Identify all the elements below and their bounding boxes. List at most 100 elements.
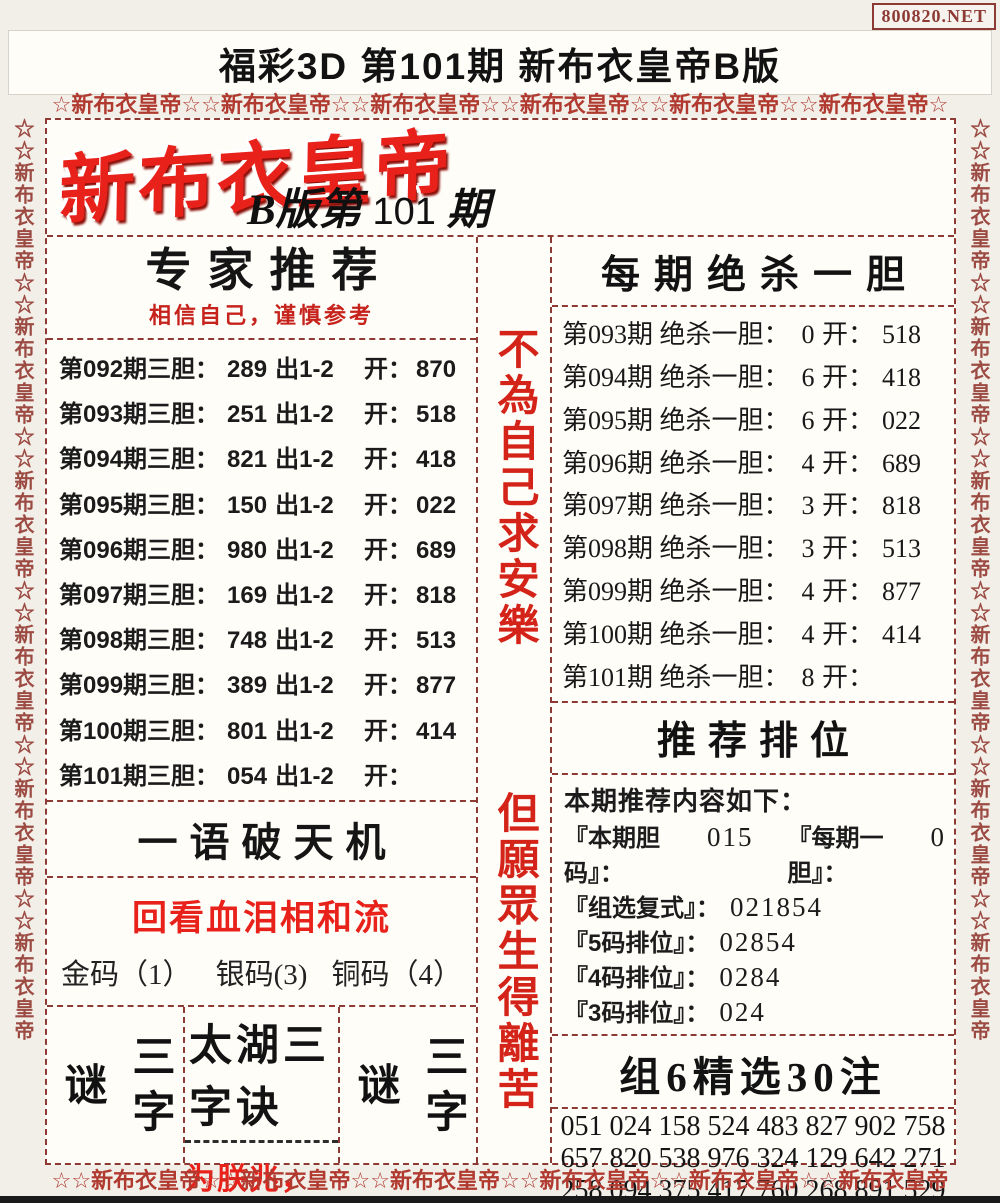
expert-row-open-label: 开： (364, 401, 412, 429)
content-frame: 新布衣皇帝 B版第 101 期 专家推荐 相信自己，谨慎参考 第092期三胆： 2… (45, 118, 956, 1203)
expert-row-period: 第095期三胆： (59, 491, 220, 519)
jusha-row-open-label: 开： (821, 620, 874, 650)
paiwei-line: 『3码排位』： 024 (564, 993, 946, 1028)
jusha-row-open-label: 开： (821, 491, 874, 521)
paiwei-item-value: 015 (707, 822, 754, 852)
jusha-row: 第095期 绝杀一胆： 6 开： 022 (562, 400, 938, 437)
expert-row-open-label: 开： (364, 582, 412, 610)
expert-row-open-label: 开： (364, 536, 412, 564)
motto-column: 不為自己求安樂 但願眾生得離苦 (478, 237, 552, 1163)
paiwei-intro: 本期推荐内容如下： (564, 786, 808, 816)
jusha-row-open-label: 开： (821, 534, 874, 564)
paiwei-item-value: 02854 (719, 927, 797, 957)
motto-bottom: 但願眾生得離苦 (491, 791, 537, 1113)
tianji-codes-list: 金码（1） 银码(3) 铜码（4） (47, 943, 476, 1005)
jusha-row-kill: 8 (801, 662, 815, 692)
expert-row: 第092期三胆： 289 出1-2 开： 870 (59, 349, 470, 384)
jusha-row: 第094期 绝杀一胆： 6 开： 418 (562, 357, 938, 394)
jusha-row-period: 第099期 绝杀一胆： (562, 577, 790, 607)
jusha-row-kill: 3 (801, 491, 815, 521)
expert-row-period: 第098期三胆： (59, 627, 220, 655)
jusha-row: 第098期 绝杀一胆： 3 开： 513 (562, 528, 938, 565)
tianji-title: 一语破天机 (47, 800, 476, 876)
decorative-border-bottom: ☆☆新布衣皇帝☆☆新布衣皇帝☆☆新布衣皇帝☆☆新布衣皇帝☆☆新布衣皇帝☆☆新布衣… (51, 1168, 949, 1193)
jusha-row-period: 第097期 绝杀一胆： (562, 491, 790, 521)
expert-row-out: 出1-2 (275, 491, 334, 519)
paiwei-item-value: 024 (719, 997, 766, 1027)
expert-panel: 专家推荐 相信自己，谨慎参考 第092期三胆： 289 出1-2 开： 870 第093期… (47, 237, 478, 1196)
jusha-row-result: 022 (882, 405, 921, 435)
expert-row-period: 第100期三胆： (59, 717, 220, 745)
expert-row-result: 818 (416, 582, 457, 610)
sanzimi-panel: 三字谜 太湖三字诀 为朕兆，滓质物， 白云扫，有子期。 三字谜 (47, 1005, 476, 1196)
paiwei-item-label: 『每期一胆』： (787, 825, 884, 887)
expert-row-pick: 801 (227, 717, 268, 745)
jusha-row-period: 第101期 绝杀一胆： (562, 662, 790, 692)
expert-row-period: 第093期三胆： (59, 401, 220, 429)
decorative-border-right: ☆☆新布衣皇帝☆☆新布衣皇帝☆☆新布衣皇帝☆☆新布衣皇帝☆☆新布衣皇帝☆☆新布衣… (967, 118, 989, 1042)
expert-row-result: 513 (416, 627, 457, 655)
decorative-border-top: ☆新布衣皇帝☆☆新布衣皇帝☆☆新布衣皇帝☆☆新布衣皇帝☆☆新布衣皇帝☆☆新布衣皇… (51, 92, 949, 117)
expert-row-result: 414 (416, 717, 457, 745)
expert-row-out: 出1-2 (275, 717, 334, 745)
paiwei-item-value: 0284 (719, 962, 782, 992)
expert-row-open-label: 开： (364, 717, 412, 745)
expert-row-result: 870 (416, 356, 457, 384)
expert-row-result: 022 (416, 491, 457, 519)
jusha-row-period: 第095期 绝杀一胆： (562, 405, 790, 435)
expert-row-pick: 980 (227, 536, 268, 564)
jusha-row-kill: 0 (801, 319, 815, 349)
jusha-row-result: 877 (882, 577, 921, 607)
expert-row-period: 第099期三胆： (59, 672, 220, 700)
jusha-row-period: 第098期 绝杀一胆： (562, 534, 790, 564)
motto-top: 不為自己求安樂 (491, 327, 537, 649)
jusha-row-period: 第094期 绝杀一胆： (562, 362, 790, 392)
expert-row-period: 第097期三胆： (59, 582, 220, 610)
expert-row: 第099期三胆： 389 出1-2 开： 877 (59, 665, 470, 700)
jusha-row: 第100期 绝杀一胆： 4 开： 414 (562, 614, 938, 651)
expert-row-pick: 150 (227, 491, 268, 519)
expert-row-period: 第101期三胆： (59, 762, 220, 790)
jusha-row-open-label: 开： (821, 319, 874, 349)
expert-row-pick: 054 (227, 762, 268, 790)
expert-row-pick: 821 (227, 446, 268, 474)
tianji-code: 金码（1） (61, 959, 192, 991)
sanzimi-left-label: 三字谜 (47, 1007, 185, 1163)
jusha-panel-title: 每期绝杀一胆 (552, 237, 954, 307)
zu6-number-row: 051 024 158 524 483 827 902 758 (560, 1111, 946, 1142)
jusha-row-result: 513 (882, 534, 921, 564)
jusha-row-open-label: 开： (821, 362, 874, 392)
jusha-row-open-label: 开： (821, 405, 874, 435)
jusha-row-open-label: 开： (821, 577, 874, 607)
jusha-row-period: 第096期 绝杀一胆： (562, 448, 790, 478)
issue-number: 101 (372, 191, 436, 233)
paiwei-item-label: 『4码排位』： (564, 965, 710, 992)
jusha-rows-list: 第093期 绝杀一胆： 0 开： 518 第094期 绝杀一胆： 6 开： 418 第095期 … (552, 307, 954, 701)
expert-row-open-label: 开： (364, 672, 412, 700)
expert-row-period: 第092期三胆： (59, 356, 220, 384)
header-title-box: 福彩3D 第101期 新布衣皇帝B版 (8, 30, 992, 95)
expert-row-pick: 251 (227, 401, 268, 429)
edition-issue-label: B版第 101 期 (247, 175, 490, 237)
paiwei-line: 『组选复式』： 021854 (564, 888, 946, 923)
sanzimi-line-1: 为朕兆，滓质物， (185, 1163, 313, 1196)
jusha-row-kill: 6 (801, 405, 815, 435)
expert-row-open-label: 开： (364, 762, 412, 790)
jusha-row-open-label: 开： (821, 448, 874, 478)
expert-row-out: 出1-2 (275, 536, 334, 564)
paiwei-item-label: 『3码排位』： (564, 1000, 710, 1027)
jusha-row-kill: 4 (801, 620, 815, 650)
page-title: 福彩3D 第101期 新布衣皇帝B版 (218, 45, 782, 87)
brand-banner: 新布衣皇帝 B版第 101 期 (47, 120, 954, 237)
edition-prefix: B版第 (247, 187, 362, 234)
paiwei-body: 本期推荐内容如下： 『本期胆码』： 015 『每期一胆』： 0 『组选复式』： 02185… (552, 775, 954, 1034)
expert-row: 第095期三胆： 150 出1-2 开： 022 (59, 485, 470, 520)
expert-row: 第093期三胆： 251 出1-2 开： 518 (59, 394, 470, 429)
right-panel: 每期绝杀一胆 第093期 绝杀一胆： 0 开： 518 第094期 绝杀一胆： 6 开： 41… (552, 237, 954, 1203)
tianji-code: 铜码（4） (331, 959, 462, 991)
expert-row: 第096期三胆： 980 出1-2 开： 689 (59, 530, 470, 565)
jusha-row-result: 518 (882, 319, 921, 349)
jusha-row-kill: 3 (801, 534, 815, 564)
expert-row-result: 418 (416, 446, 457, 474)
